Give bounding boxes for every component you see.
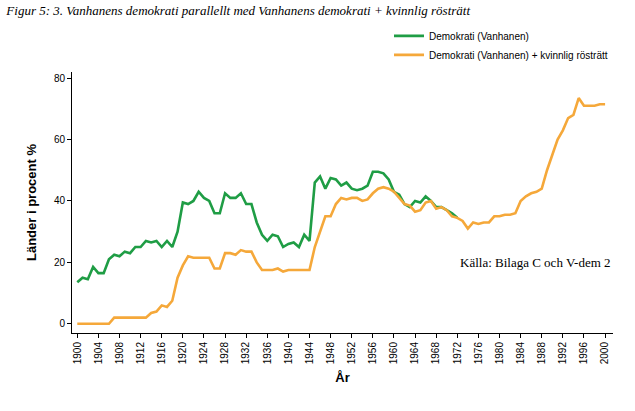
svg-text:1988: 1988 xyxy=(536,342,547,365)
svg-text:Källa: Bilaga C och V-dem 2: Källa: Bilaga C och V-dem 2 xyxy=(460,255,611,270)
svg-text:År: År xyxy=(335,370,349,385)
svg-text:1960: 1960 xyxy=(388,342,399,365)
svg-text:1912: 1912 xyxy=(135,342,146,365)
svg-text:1900: 1900 xyxy=(72,342,83,365)
svg-text:1968: 1968 xyxy=(430,342,441,365)
svg-text:1932: 1932 xyxy=(240,342,251,365)
svg-text:80: 80 xyxy=(54,73,66,84)
svg-text:1936: 1936 xyxy=(262,342,273,365)
svg-text:1964: 1964 xyxy=(409,342,420,365)
svg-text:1996: 1996 xyxy=(578,342,589,365)
svg-text:0: 0 xyxy=(59,318,65,329)
svg-text:1924: 1924 xyxy=(198,342,209,365)
svg-text:1984: 1984 xyxy=(515,342,526,365)
svg-text:40: 40 xyxy=(54,195,66,206)
svg-text:1976: 1976 xyxy=(473,342,484,365)
svg-text:1920: 1920 xyxy=(177,342,188,365)
svg-text:1952: 1952 xyxy=(346,342,357,365)
svg-text:1904: 1904 xyxy=(93,342,104,365)
svg-text:1908: 1908 xyxy=(114,342,125,365)
svg-text:Länder i procent %: Länder i procent % xyxy=(24,144,39,261)
svg-text:1956: 1956 xyxy=(367,342,378,365)
svg-text:1940: 1940 xyxy=(283,342,294,365)
svg-text:20: 20 xyxy=(54,257,66,268)
svg-text:60: 60 xyxy=(54,134,66,145)
svg-text:Demokrati (Vanhanen): Demokrati (Vanhanen) xyxy=(429,31,529,42)
svg-text:2000: 2000 xyxy=(599,342,610,365)
svg-text:Demokrati (Vanhanen) + kvinnli: Demokrati (Vanhanen) + kvinnlig rösträtt xyxy=(429,50,608,61)
svg-text:1916: 1916 xyxy=(156,342,167,365)
svg-text:1948: 1948 xyxy=(325,342,336,365)
svg-text:1980: 1980 xyxy=(494,342,505,365)
svg-text:Figur 5: 3. Vanhanens demokrat: Figur 5: 3. Vanhanens demokrati parallel… xyxy=(5,3,470,18)
svg-text:1972: 1972 xyxy=(452,342,463,365)
svg-text:1944: 1944 xyxy=(304,342,315,365)
svg-text:1928: 1928 xyxy=(219,342,230,365)
svg-text:1992: 1992 xyxy=(557,342,568,365)
